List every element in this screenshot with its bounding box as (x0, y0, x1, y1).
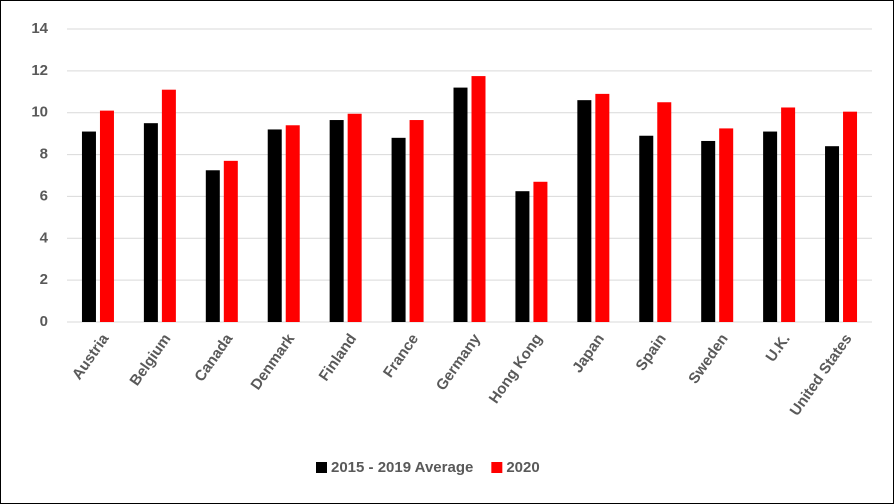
bar (781, 107, 796, 322)
y-tick-label: 2 (40, 271, 48, 288)
bar (143, 123, 158, 322)
bar (595, 93, 610, 322)
bar (205, 170, 220, 322)
bar (515, 191, 530, 322)
y-tick-label: 6 (40, 187, 48, 204)
bar (843, 111, 858, 323)
y-tick-label: 12 (31, 62, 48, 79)
bar (657, 102, 672, 322)
bar (533, 181, 548, 322)
y-tick-label: 14 (31, 20, 48, 37)
bar (347, 113, 362, 322)
bar (267, 129, 282, 322)
y-tick-label: 4 (40, 229, 49, 246)
bar (639, 135, 654, 322)
bar (81, 131, 96, 322)
bar (577, 100, 592, 323)
y-tick-label: 0 (40, 313, 48, 330)
legend-swatch (491, 462, 503, 473)
bar (285, 125, 300, 323)
y-tick-label: 10 (31, 104, 48, 121)
bar (391, 137, 406, 322)
bar (763, 131, 778, 322)
bar (471, 76, 486, 322)
legend-label: 2015 - 2019 Average (331, 459, 473, 476)
bar (701, 140, 716, 322)
legend-label: 2020 (506, 459, 539, 476)
y-tick-label: 8 (40, 146, 48, 163)
bar (453, 87, 468, 322)
bar (223, 160, 238, 322)
bar (99, 110, 114, 322)
bar (719, 128, 734, 322)
legend-swatch (316, 462, 327, 473)
bar (825, 146, 840, 322)
bar (329, 120, 344, 323)
bar (161, 89, 176, 322)
bar (409, 120, 424, 323)
